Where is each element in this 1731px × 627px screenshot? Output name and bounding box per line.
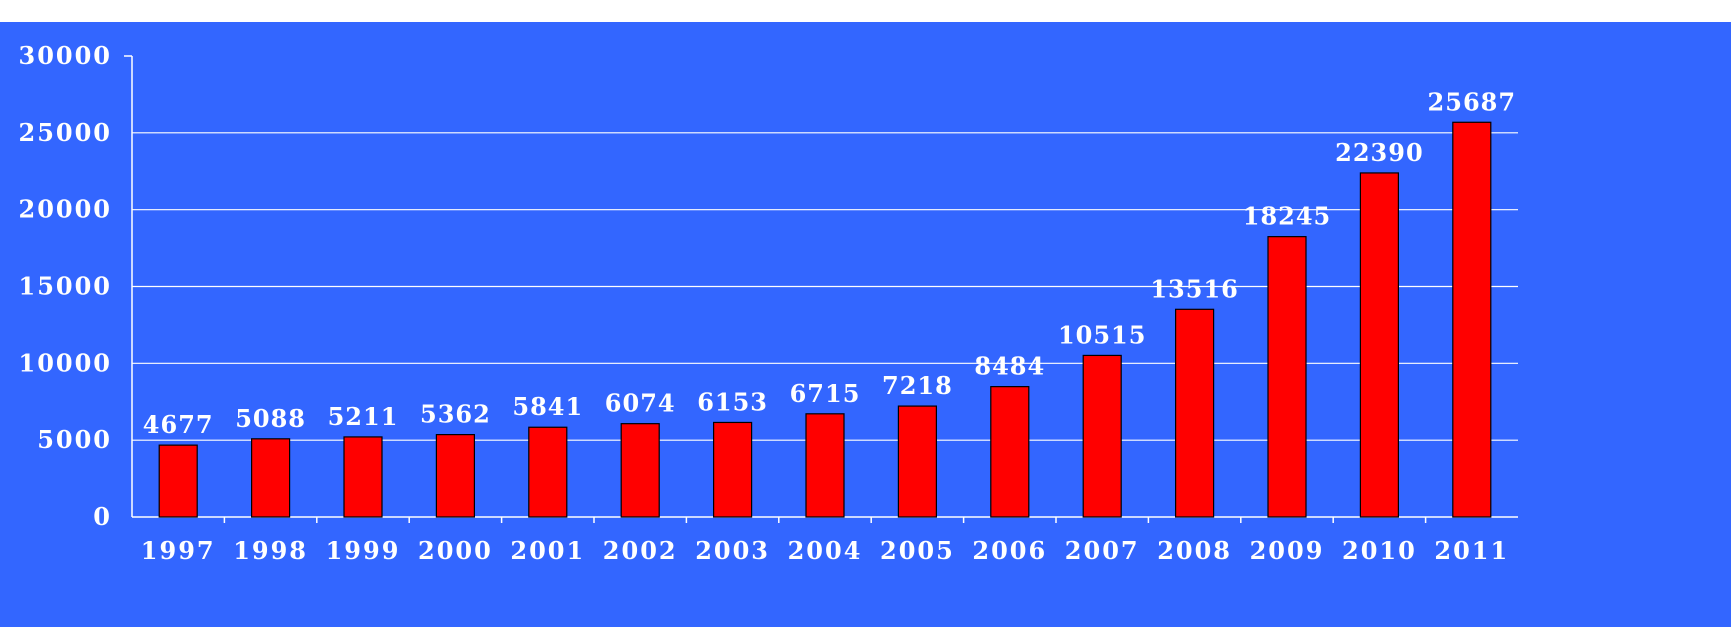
data-label: 6153 bbox=[697, 387, 768, 416]
x-tick-label: 2009 bbox=[1250, 536, 1325, 565]
x-tick-label: 2001 bbox=[510, 536, 585, 565]
plot-background bbox=[0, 22, 1731, 627]
bar bbox=[620, 423, 660, 518]
bar bbox=[158, 444, 198, 518]
data-label: 6715 bbox=[790, 379, 861, 408]
x-tick-label: 2005 bbox=[880, 536, 955, 565]
x-tick-label: 1998 bbox=[233, 536, 308, 565]
data-label: 5362 bbox=[420, 400, 491, 429]
bar bbox=[1359, 172, 1400, 518]
data-label: 7218 bbox=[882, 371, 953, 400]
x-tick-label: 1997 bbox=[141, 536, 216, 565]
x-tick-label: 2007 bbox=[1065, 536, 1140, 565]
x-tick-label: 2010 bbox=[1342, 536, 1417, 565]
bar bbox=[805, 413, 845, 518]
data-label: 5841 bbox=[512, 392, 583, 421]
y-tick-label: 20000 bbox=[19, 195, 113, 224]
data-label: 6074 bbox=[605, 389, 676, 418]
bar bbox=[343, 436, 383, 518]
bar bbox=[1174, 308, 1215, 518]
x-tick-label: 1999 bbox=[326, 536, 401, 565]
x-tick-label: 2004 bbox=[788, 536, 863, 565]
bar bbox=[528, 426, 568, 518]
data-label: 22390 bbox=[1335, 138, 1424, 167]
bar bbox=[1082, 354, 1122, 518]
data-label: 8484 bbox=[974, 352, 1045, 381]
y-tick-label: 25000 bbox=[19, 118, 113, 147]
data-label: 18245 bbox=[1243, 202, 1332, 231]
data-label: 25687 bbox=[1428, 87, 1517, 116]
bar bbox=[251, 438, 291, 518]
bar bbox=[1452, 121, 1492, 518]
bar bbox=[990, 386, 1030, 518]
data-label: 5211 bbox=[328, 402, 399, 431]
x-tick-label: 2002 bbox=[603, 536, 678, 565]
y-tick-label: 15000 bbox=[19, 272, 113, 301]
data-label: 5088 bbox=[235, 404, 306, 433]
y-tick-label: 5000 bbox=[37, 425, 112, 454]
y-tick-label: 0 bbox=[93, 502, 112, 531]
data-label: 13516 bbox=[1150, 274, 1239, 303]
y-tick-label: 30000 bbox=[19, 41, 113, 70]
bar bbox=[712, 421, 753, 518]
bar bbox=[1267, 236, 1307, 518]
bar bbox=[897, 405, 938, 518]
x-tick-label: 2011 bbox=[1434, 536, 1509, 565]
x-tick-label: 2003 bbox=[695, 536, 770, 565]
x-tick-label: 2008 bbox=[1157, 536, 1232, 565]
bar bbox=[435, 434, 475, 518]
x-tick-label: 2006 bbox=[972, 536, 1047, 565]
y-tick-label: 10000 bbox=[19, 348, 113, 377]
data-label: 4677 bbox=[143, 410, 214, 439]
x-tick-label: 2000 bbox=[418, 536, 493, 565]
data-label: 10515 bbox=[1058, 320, 1147, 349]
